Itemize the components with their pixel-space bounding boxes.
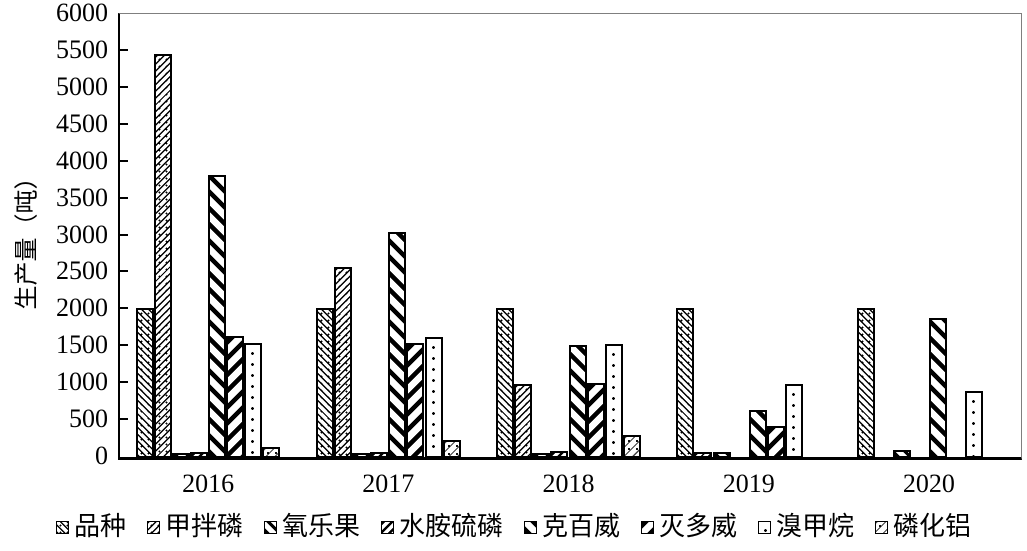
y-axis-tick: [120, 85, 128, 88]
bar-品种-2020: [856, 308, 875, 458]
y-axis-tick: [120, 344, 128, 347]
bar-甲拌磷-2017: [334, 266, 353, 458]
y-axis-tick: [120, 48, 128, 51]
bar-水胺硫磷-2016: [190, 451, 209, 458]
bar-氧乐果-2018: [532, 453, 551, 458]
y-axis-tick: [120, 159, 128, 162]
bar-品种-2017: [315, 308, 334, 458]
x-axis-category-label: 2020: [902, 469, 955, 498]
bar-品种-2019: [676, 308, 695, 458]
bar-克百威-2020: [928, 317, 947, 458]
legend-swatch-icon: [263, 520, 277, 534]
y-axis-tick-label: 6000: [56, 0, 108, 27]
bar-灭多威-2019: [766, 425, 785, 458]
x-axis-category-label: 2016: [182, 469, 235, 498]
legend-label: 磷化铝: [893, 512, 972, 541]
legend-label: 克百威: [542, 512, 621, 541]
bar-甲拌磷-2019: [694, 451, 713, 458]
bar-氧乐果-2019: [712, 451, 731, 458]
y-axis-tick: [120, 122, 128, 125]
chart-legend: 品种 甲拌磷 氧乐果 水胺硫磷 克百威 灭多威 溴甲烷 磷化铝: [0, 512, 1027, 542]
y-axis-tick: [120, 270, 128, 273]
legend-label: 溴甲烷: [776, 512, 855, 541]
bar-灭多威-2017: [406, 343, 425, 458]
legend-item-溴甲烷: 溴甲烷: [758, 512, 854, 542]
y-axis-tick: [120, 307, 128, 310]
bar-溴甲烷-2017: [424, 337, 443, 458]
legend-item-磷化铝: 磷化铝: [875, 512, 971, 542]
legend-swatch-icon: [758, 520, 772, 534]
bar-磷化铝-2016: [262, 447, 281, 458]
bar-克百威-2017: [388, 232, 407, 458]
y-axis-tick-label: 1500: [56, 330, 108, 360]
y-axis-tick-label: 3500: [56, 182, 108, 212]
bar-甲拌磷-2018: [514, 383, 533, 458]
x-axis-category-label: 2017: [362, 469, 415, 498]
bar-氧乐果-2016: [171, 453, 190, 458]
bar-克百威-2016: [208, 175, 227, 458]
legend-item-甲拌磷: 甲拌磷: [146, 512, 243, 542]
legend-item-品种: 品种: [55, 512, 126, 542]
bar-甲拌磷-2016: [153, 53, 172, 458]
y-axis-tick-label: 5000: [56, 71, 108, 101]
legend-label: 甲拌磷: [164, 512, 243, 541]
bar-品种-2016: [135, 308, 154, 458]
legend-item-氧乐果: 氧乐果: [263, 512, 360, 542]
bar-品种-2018: [496, 308, 515, 458]
y-axis-tick-label: 4000: [56, 145, 108, 175]
legend-swatch-icon: [641, 520, 655, 534]
y-axis-tick-label: 1000: [56, 367, 108, 397]
legend-swatch-icon: [380, 520, 394, 534]
legend-item-克百威: 克百威: [524, 512, 620, 542]
bar-磷化铝-2018: [622, 434, 641, 458]
y-axis-tick-label: 2500: [56, 256, 108, 286]
legend-swatch-icon: [875, 520, 889, 534]
bar-氧乐果-2017: [352, 453, 371, 458]
bar-氧乐果-2020: [892, 450, 911, 458]
bar-灭多威-2018: [586, 382, 605, 458]
y-axis-tick: [120, 418, 128, 421]
x-axis-category-label: 2019: [722, 469, 775, 498]
y-axis-tick-label: 5500: [56, 34, 108, 64]
legend-label: 品种: [73, 512, 126, 541]
bar-溴甲烷-2019: [784, 383, 803, 458]
bar-克百威-2018: [568, 345, 587, 458]
legend-label: 水胺硫磷: [398, 512, 503, 541]
legend-swatch-icon: [524, 520, 537, 534]
bar-溴甲烷-2018: [604, 343, 623, 458]
y-axis-tick-label: 2000: [56, 293, 108, 323]
bar-灭多威-2016: [226, 336, 245, 458]
y-axis-tick-label: 4500: [56, 108, 108, 138]
bar-溴甲烷-2020: [965, 391, 984, 458]
bar-溴甲烷-2016: [244, 343, 263, 458]
bar-水胺硫磷-2017: [370, 451, 389, 458]
legend-label: 灭多威: [659, 512, 738, 541]
y-axis-tick: [120, 233, 128, 236]
legend-item-灭多威: 灭多威: [641, 512, 737, 542]
y-axis-tick-label: 0: [95, 441, 108, 470]
bar-克百威-2019: [748, 410, 767, 458]
y-axis-tick-label: 500: [69, 404, 108, 434]
y-axis-tick: [120, 381, 128, 384]
y-axis-tick-label: 3000: [56, 219, 108, 249]
legend-label: 氧乐果: [281, 512, 360, 541]
x-axis-category-label: 2018: [542, 469, 595, 498]
bar-水胺硫磷-2018: [550, 450, 569, 458]
y-axis-tick: [120, 196, 128, 199]
legend-item-水胺硫磷: 水胺硫磷: [380, 512, 503, 542]
legend-swatch-icon: [55, 520, 69, 534]
bar-磷化铝-2017: [442, 439, 461, 458]
legend-swatch-icon: [146, 520, 160, 534]
